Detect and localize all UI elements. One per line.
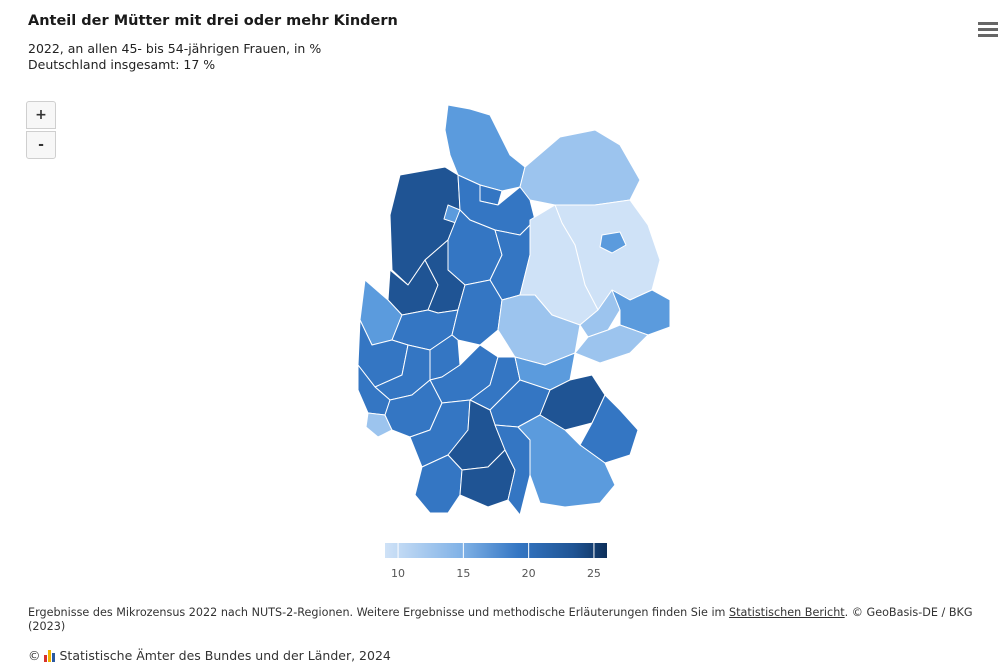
- legend-tick-label: 15: [456, 567, 471, 580]
- region-mecklenburg-vorpommern[interactable]: [519, 129, 641, 206]
- legend-tick-label: 25: [586, 567, 601, 580]
- footnote-text-end: . © GeoBasis-DE / BKG (2023): [28, 606, 973, 633]
- region-chemnitz[interactable]: [574, 324, 649, 364]
- region-saarland[interactable]: [365, 412, 393, 438]
- subtitle-line-2: Deutschland insgesamt: 17 %: [28, 57, 216, 72]
- footnote-text: Ergebnisse des Mikrozensus 2022 nach NUT…: [28, 606, 730, 619]
- statistischer-bericht-link[interactable]: Statistischen Bericht: [729, 606, 845, 619]
- legend-gradient-bar: [385, 543, 607, 558]
- legend-tick-label: 10: [391, 567, 406, 580]
- region-berlin[interactable]: [599, 231, 627, 254]
- footnote: Ergebnisse des Mikrozensus 2022 nach NUT…: [28, 606, 999, 634]
- zoom-in-button[interactable]: +: [26, 101, 56, 129]
- region-freiburg[interactable]: [414, 454, 463, 514]
- statistik-logo-icon: [43, 649, 57, 662]
- region-dresden[interactable]: [611, 289, 671, 336]
- source-text: Statistische Ämter des Bundes und der Lä…: [59, 648, 391, 663]
- hamburger-menu-icon[interactable]: [978, 22, 998, 40]
- zoom-out-button[interactable]: -: [26, 131, 56, 159]
- chart-title: Anteil der Mütter mit drei oder mehr Kin…: [28, 13, 398, 29]
- subtitle-line-1: 2022, an allen 45- bis 54-jährigen Fraue…: [28, 41, 322, 56]
- germany-nuts2-map[interactable]: [330, 95, 690, 535]
- source-line: © Statistische Ämter des Bundes und der …: [28, 648, 391, 663]
- color-legend: [385, 543, 607, 558]
- region-thueringen[interactable]: [497, 294, 581, 366]
- legend-tick-labels: 10 15 20 25: [385, 567, 607, 581]
- region-oberbayern[interactable]: [517, 414, 616, 508]
- copyright-symbol: ©: [28, 648, 41, 663]
- chart-subtitle: 2022, an allen 45- bis 54-jährigen Fraue…: [28, 41, 321, 73]
- legend-tick-label: 20: [521, 567, 536, 580]
